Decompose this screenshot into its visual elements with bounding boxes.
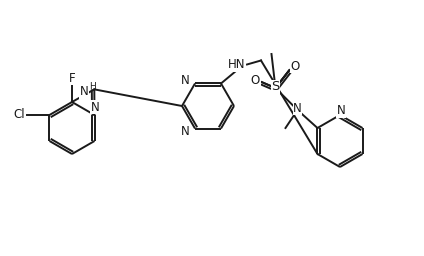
Text: N: N <box>293 101 302 114</box>
Text: O: O <box>291 59 300 72</box>
Text: HN: HN <box>228 58 246 71</box>
Text: N: N <box>181 125 190 138</box>
Text: N: N <box>181 74 190 87</box>
Text: F: F <box>69 71 75 84</box>
Text: N: N <box>80 85 89 98</box>
Text: N: N <box>91 101 100 114</box>
Text: S: S <box>271 80 280 93</box>
Text: O: O <box>251 73 260 87</box>
Text: Cl: Cl <box>14 109 25 122</box>
Text: H: H <box>89 82 96 91</box>
Text: N: N <box>337 104 346 118</box>
